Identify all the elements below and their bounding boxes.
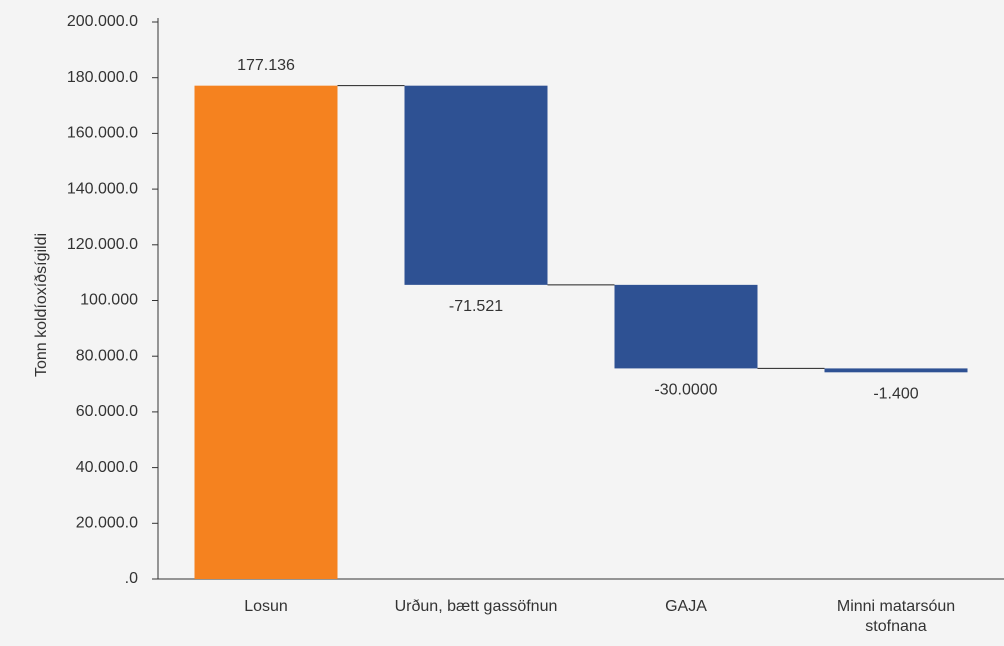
bar — [404, 85, 548, 285]
y-tick-label: 160.000.0 — [67, 125, 138, 142]
bar — [824, 368, 968, 373]
y-tick-label: .0 — [125, 570, 138, 587]
y-tick-label: 80.000.0 — [76, 347, 138, 364]
y-tick-label: 100.000 — [80, 292, 138, 309]
bar — [614, 284, 758, 369]
x-tick-label: Minni matarsóun stofnana — [836, 598, 956, 635]
bar — [194, 85, 338, 579]
x-tick-label: Losun — [244, 598, 288, 615]
y-tick-label: 20.000.0 — [76, 515, 138, 532]
y-tick-label: 140.000.0 — [67, 180, 138, 197]
y-axis-label: Tonn koldíoxíðsígildi — [33, 233, 50, 377]
value-label: -1.400 — [873, 386, 918, 403]
x-tick-label: GAJA — [665, 598, 707, 615]
value-label: 177.136 — [237, 57, 295, 74]
x-tick-label: Urðun, bætt gassöfnun — [394, 598, 558, 615]
y-tick-label: 180.000.0 — [67, 69, 138, 86]
y-tick-label: 200.000.0 — [67, 13, 138, 30]
value-label: -30.0000 — [654, 382, 717, 399]
y-tick-label: 60.000.0 — [76, 403, 138, 420]
y-tick-label: 120.000.0 — [67, 236, 138, 253]
y-tick-label: 40.000.0 — [76, 459, 138, 476]
value-label: -71.521 — [449, 298, 503, 315]
